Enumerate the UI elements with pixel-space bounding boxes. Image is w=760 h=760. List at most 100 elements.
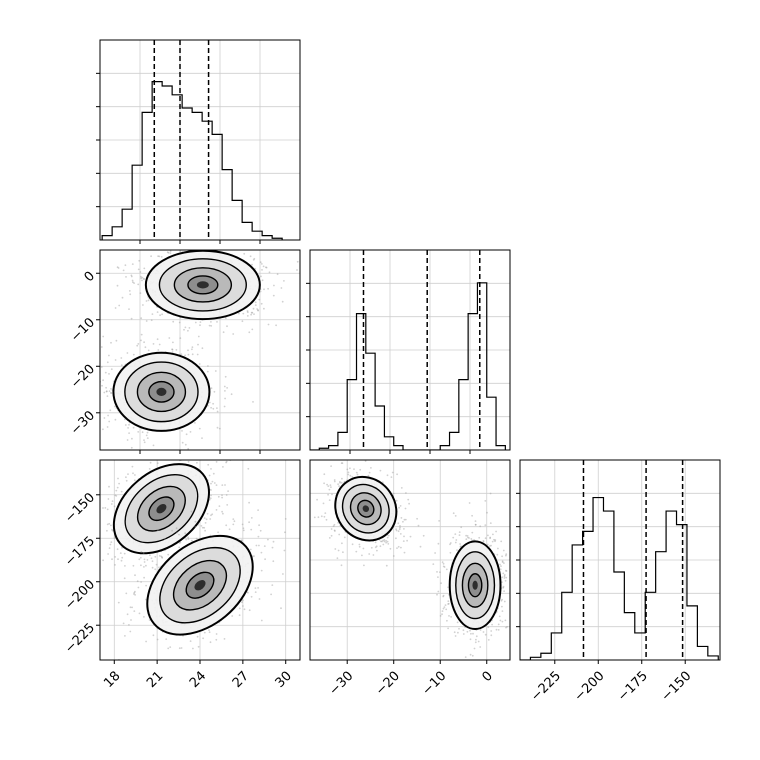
scatter-point: [340, 481, 343, 484]
scatter-point: [215, 638, 218, 641]
scatter-point: [456, 621, 459, 624]
scatter-point: [145, 640, 148, 643]
scatter-point: [198, 363, 201, 365]
scatter-point: [111, 528, 113, 531]
scatter-point: [194, 422, 196, 424]
scatter-point: [133, 610, 136, 612]
scatter-point: [208, 324, 211, 327]
scatter-point: [251, 311, 254, 314]
scatter-point: [113, 505, 116, 508]
scatter-point: [140, 277, 143, 280]
scatter-point: [134, 594, 137, 596]
scatter-point: [505, 570, 508, 572]
scatter-point: [445, 608, 448, 611]
x-tick-label: 24: [187, 669, 209, 691]
scatter-point: [484, 500, 487, 502]
scatter-point: [253, 313, 255, 315]
scatter-point: [370, 546, 373, 549]
scatter-point: [248, 521, 251, 524]
scatter-point: [341, 462, 344, 464]
scatter-point: [395, 499, 398, 502]
scatter-point: [397, 522, 400, 525]
scatter-point: [263, 545, 266, 547]
scatter-point: [134, 474, 136, 476]
scatter-point: [104, 507, 107, 509]
scatter-point: [151, 560, 154, 563]
scatter-point: [222, 466, 224, 468]
scatter-point: [257, 509, 259, 511]
scatter-point: [183, 328, 185, 331]
scatter-point: [416, 517, 418, 520]
scatter-point: [325, 518, 328, 521]
scatter-point: [464, 656, 467, 658]
scatter-point: [442, 562, 445, 565]
scatter-point: [460, 526, 463, 529]
scatter-point: [137, 283, 140, 286]
scatter-point: [260, 551, 263, 554]
scatter-point: [169, 250, 172, 253]
scatter-point: [255, 544, 258, 547]
scatter-point: [272, 540, 275, 543]
scatter-point: [145, 584, 148, 587]
scatter-point: [116, 266, 119, 269]
scatter-point: [447, 627, 449, 630]
scatter-point: [216, 407, 218, 409]
scatter-point: [242, 527, 245, 530]
scatter-point: [323, 515, 326, 518]
scatter-point: [95, 488, 97, 490]
scatter-point: [495, 530, 497, 533]
scatter-point: [106, 529, 108, 532]
scatter-point: [284, 531, 286, 534]
scatter-point: [375, 545, 378, 548]
scatter-point: [489, 537, 491, 540]
scatter-point: [113, 405, 116, 408]
scatter-point: [422, 534, 425, 537]
scatter-point: [273, 284, 275, 287]
x-tick-label: −200: [572, 669, 608, 705]
scatter-point: [122, 622, 125, 625]
scatter-point: [454, 515, 457, 517]
scatter-point: [337, 521, 340, 524]
scatter-point: [84, 388, 86, 390]
scatter-point: [230, 447, 232, 449]
scatter-point: [330, 486, 332, 488]
scatter-point: [250, 313, 253, 316]
y-tick-label: −200: [62, 577, 98, 613]
scatter-point: [495, 628, 498, 631]
scatter-point: [106, 426, 109, 428]
scatter-point: [469, 653, 472, 656]
scatter-point: [216, 410, 219, 413]
scatter-point: [280, 607, 282, 610]
scatter-point: [102, 428, 104, 431]
scatter-point: [102, 335, 105, 338]
scatter-point: [254, 591, 257, 593]
scatter-point: [134, 590, 136, 593]
scatter-point: [103, 391, 106, 394]
scatter-point: [91, 387, 93, 389]
scatter-point: [383, 539, 386, 541]
scatter-point: [257, 309, 259, 312]
scatter-point: [201, 526, 204, 529]
scatter-point: [263, 241, 265, 243]
density-contour: [196, 281, 209, 289]
scatter-point: [341, 542, 343, 545]
scatter-point: [514, 530, 516, 532]
scatter-point: [130, 274, 133, 277]
scatter-point: [505, 554, 507, 557]
scatter-point: [349, 467, 351, 470]
scatter-point: [188, 327, 191, 329]
scatter-point: [260, 569, 263, 572]
scatter-point: [341, 477, 343, 480]
scatter-point: [108, 390, 111, 392]
scatter-point: [157, 255, 160, 257]
scatter-point: [180, 245, 182, 247]
scatter-point: [251, 263, 253, 266]
x-tick-label: −150: [659, 669, 695, 705]
scatter-point: [471, 531, 474, 534]
scatter-point: [156, 338, 159, 341]
scatter-point: [110, 541, 113, 543]
scatter-point: [469, 638, 472, 641]
scatter-point: [385, 541, 387, 544]
scatter-point: [212, 407, 215, 410]
